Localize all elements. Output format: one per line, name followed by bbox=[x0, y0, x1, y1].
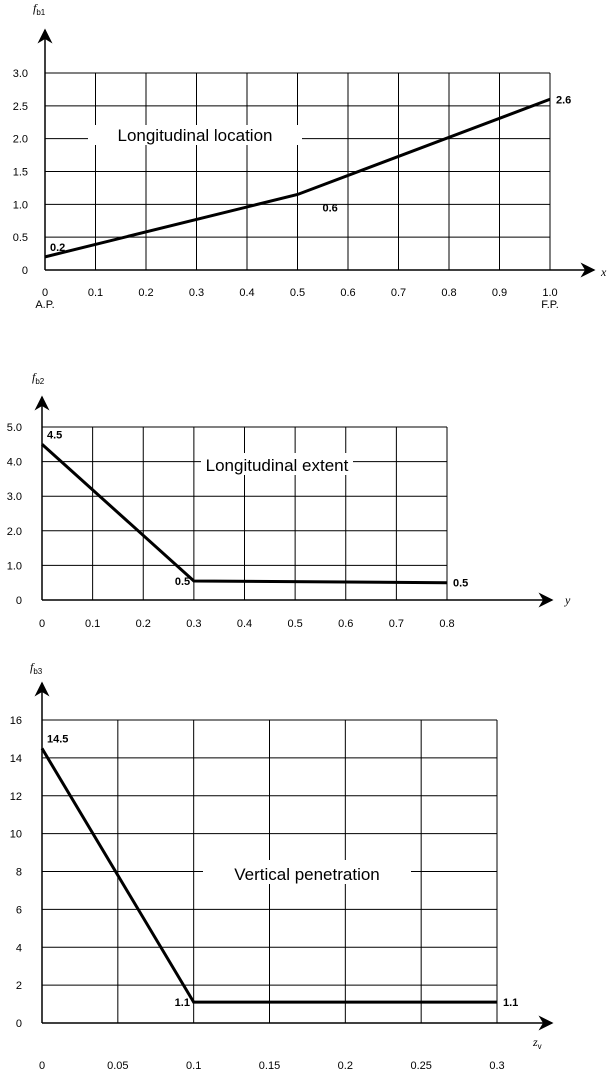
data-label: 2.6 bbox=[556, 94, 571, 106]
x-tick-label: 0.8 bbox=[439, 618, 454, 630]
y-tick-label: 0.5 bbox=[13, 232, 28, 244]
y-tick-label: 2.0 bbox=[13, 134, 28, 146]
y-tick-label: 6 bbox=[16, 904, 22, 916]
series-line bbox=[40, 747, 497, 1004]
x-tick-label: 0.05 bbox=[107, 1060, 128, 1072]
y-tick-label: 14 bbox=[10, 753, 22, 765]
y-tick-label: 1.5 bbox=[13, 167, 28, 179]
inner-label: Vertical penetration bbox=[234, 865, 380, 884]
data-label: 0.2 bbox=[50, 242, 65, 254]
x-tick-label: 0.3 bbox=[189, 287, 204, 299]
x-tick-label: 0.25 bbox=[410, 1060, 431, 1072]
x-tick-label: 0 bbox=[39, 618, 45, 630]
data-label: 1.1 bbox=[503, 997, 518, 1009]
x-extra-label: F.P. bbox=[541, 299, 559, 311]
x-axis-label: y bbox=[564, 593, 571, 607]
y-tick-label: 3.0 bbox=[7, 491, 22, 503]
x-tick-label: 0.5 bbox=[287, 618, 302, 630]
x-tick-label: 0.7 bbox=[389, 618, 404, 630]
series-line bbox=[40, 443, 448, 585]
y-tick-label: 0 bbox=[16, 1018, 22, 1030]
inner-label: Longitudinal location bbox=[117, 126, 272, 145]
inner-label-background bbox=[203, 860, 411, 884]
data-label: 1.1 bbox=[175, 997, 190, 1009]
y-tick-label: 1.0 bbox=[13, 199, 28, 211]
y-axis-label: fb3 bbox=[30, 660, 43, 676]
data-label: 0.5 bbox=[175, 576, 190, 588]
x-tick-label: 0.7 bbox=[391, 287, 406, 299]
x-tick-label: 0.2 bbox=[136, 618, 151, 630]
x-tick-label: 0.1 bbox=[186, 1060, 201, 1072]
series-line bbox=[44, 97, 551, 259]
x-tick-label: 0.2 bbox=[338, 1060, 353, 1072]
inner-label-background bbox=[201, 453, 353, 475]
y-axis-label: fb2 bbox=[32, 370, 45, 386]
chart-2: Longitudinal extent fb2 y 0 0.1 0.2 0.3 0.4 0.5 0… bbox=[7, 370, 571, 630]
y-tick-label: 5.0 bbox=[7, 422, 22, 434]
data-label: 14.5 bbox=[47, 733, 68, 745]
x-tick-label: 0.3 bbox=[489, 1060, 504, 1072]
x-tick-label: 0.6 bbox=[340, 287, 355, 299]
data-label: 4.5 bbox=[47, 429, 62, 441]
x-tick-label: 0.4 bbox=[239, 287, 254, 299]
x-tick-label: 0 bbox=[42, 287, 48, 299]
y-tick-label: 2.0 bbox=[7, 526, 22, 538]
x-tick-label: 0.1 bbox=[88, 287, 103, 299]
chart-1: Longitudinal location fb1 x 0 0.1 0.2 0.3 0.4 0.… bbox=[13, 1, 607, 311]
inner-label-background bbox=[88, 125, 302, 145]
x-axis-label: x bbox=[600, 265, 607, 279]
y-tick-label: 0 bbox=[22, 265, 28, 277]
x-tick-label: 0.2 bbox=[138, 287, 153, 299]
data-label: 0.5 bbox=[453, 578, 468, 590]
y-tick-label: 16 bbox=[10, 715, 22, 727]
x-tick-label: 0.1 bbox=[85, 618, 100, 630]
x-tick-label: 0.3 bbox=[186, 618, 201, 630]
y-tick-label: 0 bbox=[16, 595, 22, 607]
y-tick-label: 4.0 bbox=[7, 457, 22, 469]
inner-label: Longitudinal extent bbox=[206, 456, 349, 475]
y-tick-label: 3.0 bbox=[13, 68, 28, 80]
y-tick-label: 10 bbox=[10, 829, 22, 841]
x-tick-label: 0.4 bbox=[237, 618, 252, 630]
x-tick-label: 1.0 bbox=[542, 287, 557, 299]
x-tick-label: 0.8 bbox=[441, 287, 456, 299]
x-tick-label: 0.9 bbox=[492, 287, 507, 299]
x-tick-label: 0.6 bbox=[338, 618, 353, 630]
y-tick-label: 4 bbox=[16, 942, 22, 954]
y-axis-label: fb1 bbox=[33, 1, 46, 17]
y-tick-label: 2.5 bbox=[13, 101, 28, 113]
y-tick-label: 2 bbox=[16, 980, 22, 992]
x-tick-label: 0 bbox=[39, 1060, 45, 1072]
y-tick-label: 1.0 bbox=[7, 560, 22, 572]
y-tick-label: 8 bbox=[16, 867, 22, 879]
x-tick-label: 0.5 bbox=[290, 287, 305, 299]
chart-3: Vertical penetration fb3 zv 0 0.05 0.1 0.15 0.2… bbox=[10, 660, 554, 1072]
x-axis-label: zv bbox=[532, 1035, 542, 1051]
data-label: 0.6 bbox=[323, 202, 338, 214]
x-tick-label: 0.15 bbox=[259, 1060, 280, 1072]
x-extra-label: A.P. bbox=[35, 299, 54, 311]
y-tick-label: 12 bbox=[10, 791, 22, 803]
